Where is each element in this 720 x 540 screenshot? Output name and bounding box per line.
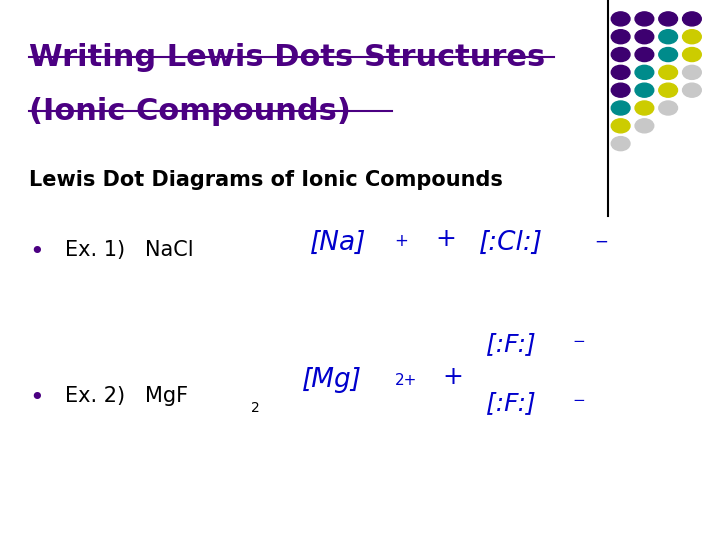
Circle shape bbox=[659, 48, 678, 62]
Circle shape bbox=[635, 65, 654, 79]
Circle shape bbox=[611, 137, 630, 151]
Circle shape bbox=[683, 83, 701, 97]
Text: [:F:]: [:F:] bbox=[486, 332, 536, 356]
Circle shape bbox=[659, 83, 678, 97]
Text: Ex. 2)   MgF: Ex. 2) MgF bbox=[65, 386, 188, 406]
Text: [:Cl:]: [:Cl:] bbox=[479, 230, 543, 255]
Circle shape bbox=[635, 83, 654, 97]
Circle shape bbox=[611, 83, 630, 97]
Text: Ex. 1)   NaCl: Ex. 1) NaCl bbox=[65, 240, 194, 260]
Circle shape bbox=[611, 30, 630, 44]
Circle shape bbox=[683, 65, 701, 79]
Text: +: + bbox=[395, 232, 408, 250]
Text: 2+: 2+ bbox=[395, 373, 417, 388]
Text: [Na]: [Na] bbox=[310, 230, 366, 255]
Circle shape bbox=[611, 12, 630, 26]
Text: +: + bbox=[443, 364, 464, 388]
Circle shape bbox=[659, 12, 678, 26]
Circle shape bbox=[611, 48, 630, 62]
Circle shape bbox=[635, 30, 654, 44]
Text: (Ionic Compounds): (Ionic Compounds) bbox=[29, 97, 351, 126]
Text: Writing Lewis Dots Structures: Writing Lewis Dots Structures bbox=[29, 43, 545, 72]
Text: 2: 2 bbox=[251, 401, 259, 415]
Circle shape bbox=[683, 48, 701, 62]
Circle shape bbox=[635, 101, 654, 115]
Circle shape bbox=[611, 101, 630, 115]
Circle shape bbox=[659, 30, 678, 44]
Circle shape bbox=[659, 65, 678, 79]
Circle shape bbox=[611, 65, 630, 79]
Text: −: − bbox=[594, 232, 608, 250]
Text: [:F:]: [:F:] bbox=[486, 392, 536, 415]
Text: [Mg]: [Mg] bbox=[302, 367, 362, 393]
Text: Lewis Dot Diagrams of Ionic Compounds: Lewis Dot Diagrams of Ionic Compounds bbox=[29, 170, 503, 190]
Circle shape bbox=[635, 12, 654, 26]
Circle shape bbox=[683, 30, 701, 44]
Text: −: − bbox=[572, 393, 585, 408]
Text: −: − bbox=[572, 334, 585, 349]
Circle shape bbox=[611, 119, 630, 133]
Circle shape bbox=[635, 119, 654, 133]
Circle shape bbox=[635, 48, 654, 62]
Circle shape bbox=[683, 12, 701, 26]
Circle shape bbox=[659, 101, 678, 115]
Text: •: • bbox=[29, 386, 43, 410]
Text: •: • bbox=[29, 240, 43, 264]
Text: +: + bbox=[436, 227, 456, 251]
